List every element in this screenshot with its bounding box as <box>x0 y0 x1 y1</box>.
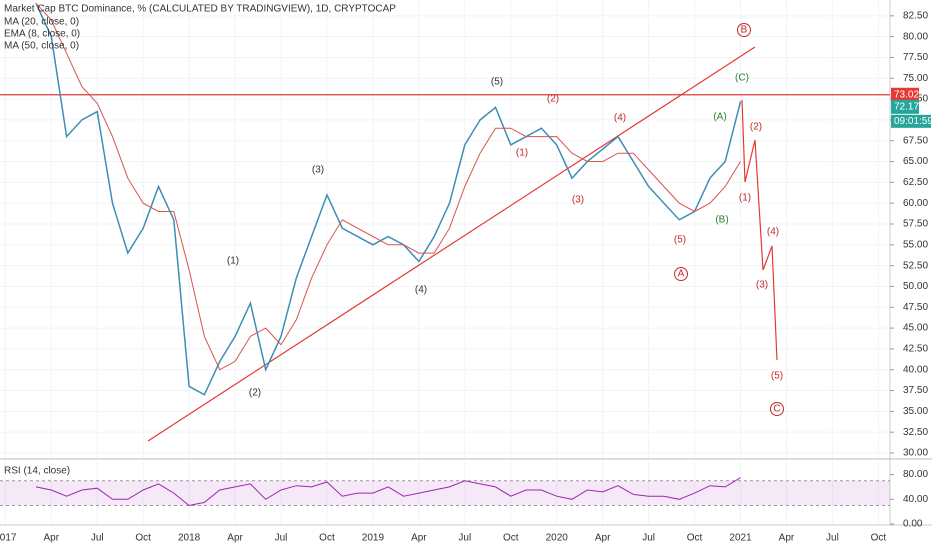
rsi-y-tick-label: 80.00 <box>903 469 928 480</box>
wave-label: (1) <box>739 193 751 204</box>
wave-label: (5) <box>491 77 503 88</box>
series-line <box>35 3 741 396</box>
x-tick-label: 2019 <box>362 533 385 544</box>
wave-label: (C) <box>735 73 749 84</box>
wave-label: (B) <box>715 215 728 226</box>
countdown-badge <box>891 114 931 128</box>
legend-entry: EMA (8, close, 0) <box>4 29 80 40</box>
x-tick-label: Jul <box>91 533 104 544</box>
wave-label: (3) <box>756 280 768 291</box>
last-price-badge <box>891 99 919 114</box>
y-tick-label: 30.00 <box>903 448 928 459</box>
x-tick-label: Apr <box>43 533 59 544</box>
wave-label: C <box>773 404 780 415</box>
x-tick-label: Apr <box>779 533 795 544</box>
y-tick-label: 40.00 <box>903 364 928 375</box>
wave-circle <box>737 23 751 37</box>
main-pane: (1) (2) (3) (4) (5) (1) (2) (3) (4) (5) (A) (B) (C) (… <box>0 0 890 458</box>
x-tick-label: 2018 <box>178 533 201 544</box>
rsi-line <box>35 477 741 507</box>
wave-label: (2) <box>249 388 261 399</box>
y-tick-label: 32.50 <box>903 427 928 438</box>
chart-title: Market Cap BTC Dominance, % (CALCULATED … <box>4 4 396 15</box>
x-tick-label: Oct <box>319 533 335 544</box>
y-tick-label: 82.50 <box>903 10 928 21</box>
legend-entry: MA (50, close, 0) <box>4 41 79 52</box>
x-tick-label: Jul <box>642 533 655 544</box>
x-tick-label: Apr <box>595 533 611 544</box>
wave-label: (2) <box>547 94 559 105</box>
wave-label: A <box>678 269 685 280</box>
wave-label: (1) <box>516 148 528 159</box>
y-tick-label: 77.50 <box>903 52 928 63</box>
y-tick-label: 55.00 <box>903 239 928 250</box>
price-badge <box>891 87 919 102</box>
wave-label: B <box>741 25 748 36</box>
x-tick-label: Jul <box>458 533 471 544</box>
x-tick-label: Apr <box>411 533 427 544</box>
legend-entry: MA (20, close, 0) <box>4 17 79 28</box>
axes: 30.00 32.50 35.00 37.50 40.00 42.50 45.00 47.50… <box>0 10 932 543</box>
x-tick-label: Oct <box>503 533 519 544</box>
wave-label: (3) <box>312 165 324 176</box>
forecast-path <box>741 99 778 361</box>
wave-label: (1) <box>227 256 239 267</box>
x-tick-label: Jul <box>826 533 839 544</box>
countdown-label: 09:01:59 <box>894 116 932 127</box>
trend-line <box>147 46 756 442</box>
y-tick-label: 52.50 <box>903 260 928 271</box>
series-line <box>35 2 741 371</box>
price-badge-label: 73.02 <box>894 89 919 100</box>
wave-label: (5) <box>674 235 686 246</box>
wave-label: (5) <box>771 371 783 382</box>
y-tick-label: 60.00 <box>903 198 928 209</box>
y-tick-label: 62.50 <box>903 177 928 188</box>
wave-label: (A) <box>713 112 726 123</box>
y-tick-label: 47.50 <box>903 302 928 313</box>
wave-label: (4) <box>767 227 779 238</box>
y-tick-label: 65.00 <box>903 156 928 167</box>
rsi-y-tick-label: 0.00 <box>903 519 923 530</box>
rsi-band <box>0 480 890 506</box>
rsi-pane <box>0 461 890 524</box>
y-tick-label: 80.00 <box>903 31 928 42</box>
y-tick-label: 75.00 <box>903 73 928 84</box>
x-tick-label: Jul <box>275 533 288 544</box>
wave-label: (3) <box>572 195 584 206</box>
rsi-y-tick-label: 40.00 <box>903 494 928 505</box>
wave-label: (4) <box>614 113 626 124</box>
rsi-legend: RSI (14, close) <box>4 466 70 477</box>
y-tick-label: 57.50 <box>903 219 928 230</box>
x-tick-label: 2017 <box>0 533 17 544</box>
y-tick-label: 50.00 <box>903 281 928 292</box>
wave-label: (4) <box>415 285 427 296</box>
y-tick-label: 45.00 <box>903 323 928 334</box>
y-tick-label: 42.50 <box>903 344 928 355</box>
wave-circle <box>674 267 688 281</box>
x-tick-label: Oct <box>871 533 887 544</box>
x-tick-label: Apr <box>227 533 243 544</box>
wave-label: (2) <box>750 122 762 133</box>
x-tick-label: 2021 <box>729 533 752 544</box>
y-tick-label: 37.50 <box>903 385 928 396</box>
y-tick-label: 35.00 <box>903 406 928 417</box>
last-price-label: 72.17 <box>894 101 919 112</box>
x-tick-label: Oct <box>135 533 151 544</box>
wave-circle <box>770 402 784 416</box>
y-tick-label: 67.50 <box>903 135 928 146</box>
x-tick-label: 2020 <box>546 533 569 544</box>
x-tick-label: Oct <box>687 533 703 544</box>
